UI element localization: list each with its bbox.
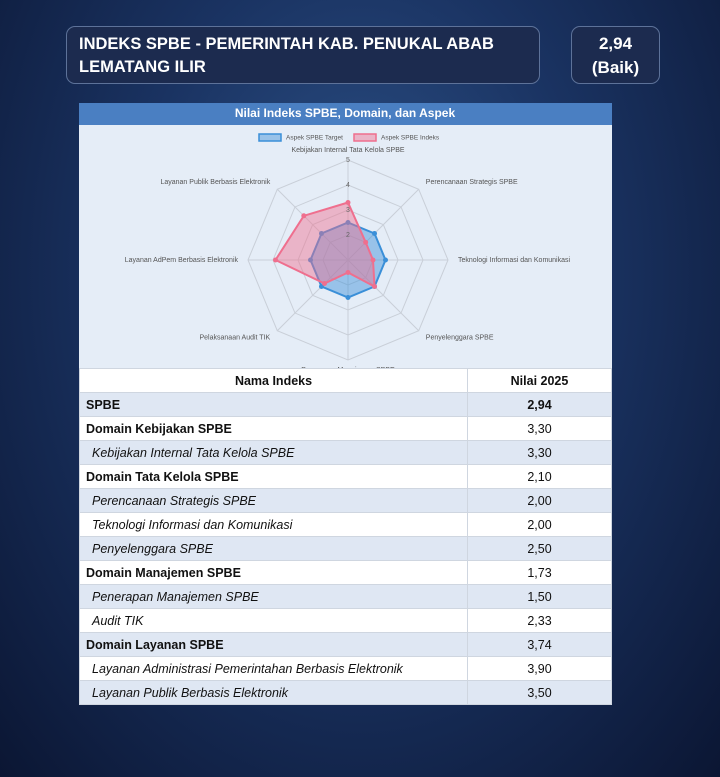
row-value: 3,30 (467, 416, 612, 441)
header-title: INDEKS SPBE - PEMERINTAH KAB. PENUKAL AB… (66, 26, 540, 84)
chart: Nilai Indeks SPBE, Domain, dan Aspek 2 3 4… (79, 103, 612, 368)
radar-point (318, 230, 324, 236)
radar-point (345, 200, 351, 205)
row-name: Domain Layanan SPBE (79, 632, 468, 657)
axis-label: Pelaksanaan Audit TIK (200, 335, 271, 342)
axis-label: Teknologi Informasi dan Komunikasi (458, 257, 571, 264)
spoke (276, 188, 349, 261)
row-value: 2,00 (467, 488, 612, 513)
row-value: 2,33 (467, 608, 612, 633)
axis-label: Layanan Publik Berbasis Elektronik (160, 179, 270, 186)
legend-swatch (353, 133, 377, 142)
row-value: 3,30 (467, 440, 612, 465)
radar-point (383, 257, 388, 263)
row-value: 3,74 (467, 632, 612, 657)
row-name: Layanan Administrasi Pemerintahan Berbas… (79, 656, 468, 681)
table-header: Nama Indeks Nilai 2025 (79, 368, 612, 393)
radar-point (301, 213, 307, 219)
spoke (347, 259, 420, 332)
r-tick-label: 4 (346, 182, 350, 189)
radar-point (321, 281, 327, 287)
row-name: Domain Kebijakan SPBE (79, 416, 468, 441)
spoke (347, 188, 420, 261)
legend-label: Aspek SPBE Indeks (381, 135, 440, 142)
axis-label: Penerapan Manajemen SPBE (301, 367, 395, 368)
column-header: Nilai 2025 (467, 368, 612, 393)
radar-point (363, 239, 369, 245)
axis-label: Layanan AdPem Berbasis Elektronik (125, 257, 239, 264)
row-value: 2,00 (467, 512, 612, 537)
axis-label: Perencanaan Strategis SPBE (426, 179, 518, 186)
radar-point (345, 295, 351, 300)
row-name: Penyelenggara SPBE (79, 536, 468, 561)
radar-point (345, 270, 351, 275)
row-value: 2,10 (467, 464, 612, 489)
row-value: 1,73 (467, 560, 612, 585)
radar-point (273, 257, 278, 263)
row-name: Domain Manajemen SPBE (79, 560, 468, 585)
r-tick-label: 2 (346, 232, 350, 239)
row-value: 1,50 (467, 584, 612, 609)
legend-swatch (258, 133, 282, 142)
axis-label: Penyelenggara SPBE (426, 335, 494, 342)
row-name: Penerapan Manajemen SPBE (79, 584, 468, 609)
grade: (Baik) (591, 58, 640, 77)
score-box: 2,94 (Baik) (571, 26, 660, 84)
row-name: Teknologi Informasi dan Komunikasi (79, 512, 468, 537)
row-name: Domain Tata Kelola SPBE (79, 464, 468, 489)
row-value: 2,50 (467, 536, 612, 561)
row-value: 2,94 (467, 392, 612, 417)
row-name: Perencanaan Strategis SPBE (79, 488, 468, 513)
row-name: Audit TIK (79, 608, 468, 633)
radar-point (345, 220, 351, 225)
r-tick-label: 3 (346, 207, 350, 214)
radar-point (308, 257, 313, 263)
axis-label: Kebijakan Internal Tata Kelola SPBE (291, 147, 404, 154)
r-tick-label: 5 (346, 157, 350, 164)
row-name: Layanan Publik Berbasis Elektronik (79, 680, 468, 705)
score: 2,94 (598, 34, 633, 53)
index-table: Nama Indeks Nilai 2025 SPBE 2,94 Domain Ke… (79, 368, 612, 705)
legend-label: Aspek SPBE Target (286, 135, 343, 142)
row-name: SPBE (79, 392, 468, 417)
radar-point (372, 284, 378, 290)
row-name: Kebijakan Internal Tata Kelola SPBE (79, 440, 468, 465)
chart-area (79, 125, 612, 368)
spoke (276, 259, 349, 332)
column-header: Nama Indeks (79, 368, 468, 393)
radar-point (372, 230, 378, 236)
panel: Nilai Indeks SPBE, Domain, dan Aspek 2 3 4… (79, 103, 612, 705)
row-value: 3,90 (467, 656, 612, 681)
radar-point (370, 257, 376, 263)
chart-title: Nilai Indeks SPBE, Domain, dan Aspek (235, 106, 456, 120)
row-value: 3,50 (467, 680, 612, 705)
chart-title-bar (79, 103, 612, 125)
